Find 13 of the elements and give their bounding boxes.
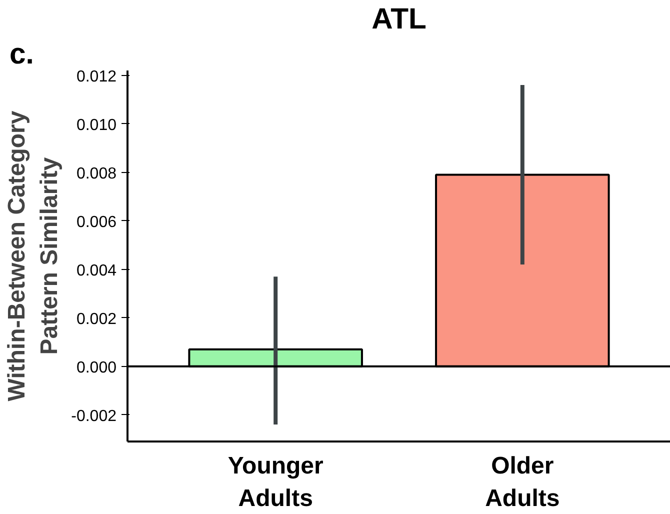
y-axis-title: Within-Between Category Pattern Similarity <box>4 110 64 402</box>
y-tick-label: 0.008 <box>76 165 117 182</box>
y-tick-label: 0.010 <box>76 116 117 134</box>
text: c. <box>10 38 34 70</box>
chart-title: ATL <box>372 2 426 36</box>
y-tick-label: 0.004 <box>76 262 117 280</box>
y-tick-label: 0.000 <box>76 359 117 376</box>
y-tick-label: 0.002 <box>76 310 117 328</box>
y-tick-label: -0.002 <box>71 408 117 425</box>
y-tick-label: 0.012 <box>76 68 117 86</box>
x-tick-label: Younger Adults <box>228 452 324 512</box>
y-tick-label: 0.006 <box>76 214 117 231</box>
x-tick-label: Older Adults <box>485 452 560 512</box>
